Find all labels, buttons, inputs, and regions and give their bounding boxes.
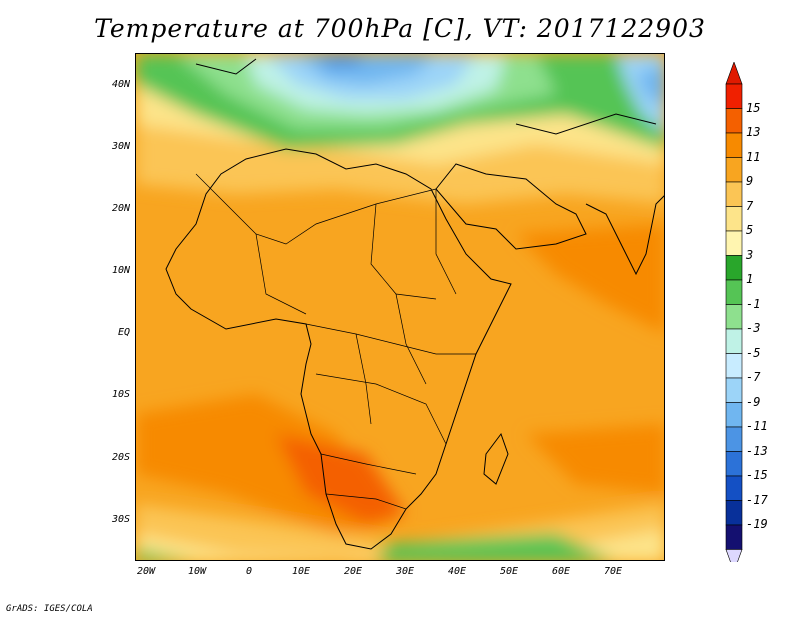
lat-label-30s: 30S xyxy=(111,514,130,525)
lon-label-10e: 10E xyxy=(291,566,311,577)
map-title: Temperature at 700hPa [C], VT: 201712290… xyxy=(94,14,706,43)
colorbar-box xyxy=(725,83,743,109)
colorbar-box xyxy=(725,206,743,232)
colorbar-over-arrow xyxy=(725,62,743,85)
colorbar-label: -19 xyxy=(746,517,768,531)
colorbar-label: -13 xyxy=(746,443,768,458)
lon-label-0: 0 xyxy=(245,566,253,577)
colorbar-box xyxy=(725,255,743,281)
colorbar-label: -11 xyxy=(746,419,768,433)
lon-label-50e: 50E xyxy=(499,566,519,577)
colorbar-box xyxy=(725,353,743,379)
colorbar-box xyxy=(725,500,743,526)
colorbar-label: -15 xyxy=(746,468,768,482)
colorbar-box xyxy=(725,328,743,354)
colorbar-box xyxy=(725,475,743,501)
colorbar-label: -3 xyxy=(746,321,761,335)
lat-label-eq: EQ xyxy=(117,327,130,338)
colorbar-box xyxy=(725,157,743,183)
lat-label-40n: 40N xyxy=(111,79,130,90)
colorbar-label: 15 xyxy=(746,100,761,115)
colorbar-box xyxy=(725,377,743,403)
map-canvas xyxy=(136,54,664,560)
lon-label-10w: 10W xyxy=(187,566,207,577)
colorbar-label: -17 xyxy=(746,492,768,507)
colorbar-box xyxy=(725,402,743,428)
colorbar-label: -1 xyxy=(746,296,761,311)
country-borders xyxy=(195,173,476,510)
lat-label-30n: 30N xyxy=(111,141,130,152)
colorbar-label: -9 xyxy=(746,394,761,409)
lon-label-40e: 40E xyxy=(447,566,467,577)
colorbar-label: 11 xyxy=(746,149,761,164)
lat-label-20n: 20N xyxy=(111,203,130,214)
lon-label-20e: 20E xyxy=(343,566,363,577)
lon-label-70e: 70E xyxy=(603,566,623,577)
grads-credit: GrADS: IGES/COLA xyxy=(6,604,93,614)
colorbar-label: 1 xyxy=(746,272,754,286)
colorbar-box xyxy=(725,181,743,207)
colorbar-label: 3 xyxy=(746,247,754,262)
colorbar-box xyxy=(725,279,743,305)
lon-label-60e: 60E xyxy=(551,566,571,577)
colorbar-label: 9 xyxy=(746,174,754,188)
colorbar-box xyxy=(725,304,743,330)
colorbar-label: 13 xyxy=(746,125,761,139)
colorbar-label: 7 xyxy=(746,198,754,213)
colorbar-label: -5 xyxy=(746,345,761,360)
colorbar xyxy=(725,62,743,562)
colorbar-label: 5 xyxy=(746,223,754,237)
lat-label-20s: 20S xyxy=(111,452,130,463)
lon-label-30e: 30E xyxy=(395,566,415,577)
lat-label-10s: 10S xyxy=(111,389,130,400)
colorbar-box xyxy=(725,426,743,452)
colorbar-box xyxy=(725,230,743,256)
colorbar-under-arrow xyxy=(725,549,743,562)
temperature-map xyxy=(135,53,665,561)
colorbar-box xyxy=(725,108,743,134)
colorbar-box xyxy=(725,132,743,158)
temperature-field xyxy=(136,54,664,560)
colorbar-box xyxy=(725,524,743,550)
colorbar-box xyxy=(725,451,743,477)
lon-label-20w: 20W xyxy=(136,566,156,577)
colorbar-label: -7 xyxy=(746,370,761,384)
lat-label-10n: 10N xyxy=(111,265,130,276)
